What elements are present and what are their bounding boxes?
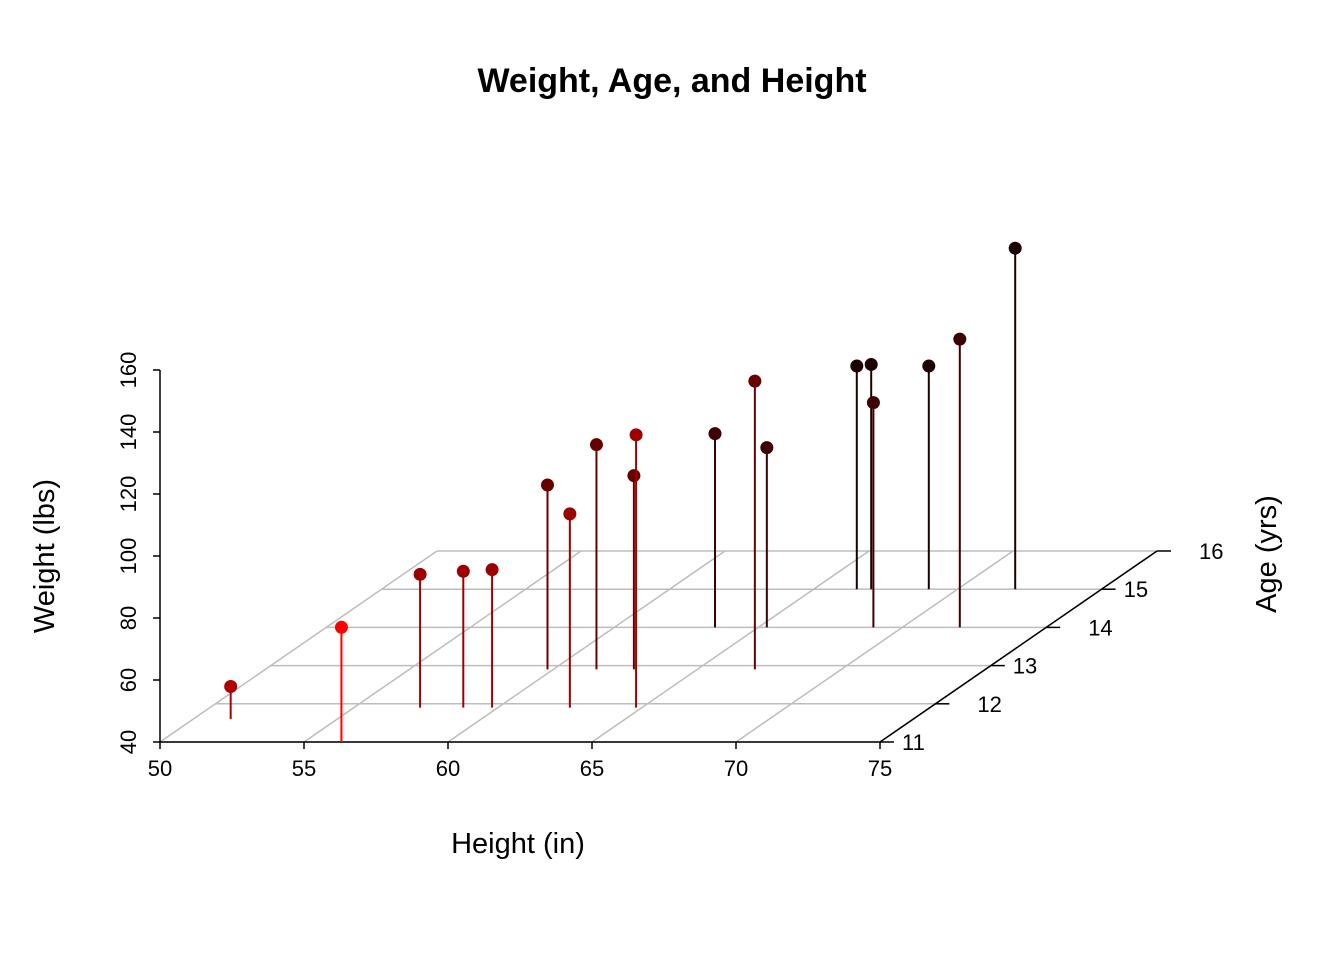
z-tick-label: 80 — [116, 606, 141, 630]
data-point — [413, 567, 427, 581]
y-axis-line — [879, 550, 1158, 743]
data-point — [334, 620, 348, 634]
x-tick-label: 60 — [436, 756, 460, 781]
x-tick-label: 55 — [292, 756, 316, 781]
data-point — [589, 438, 603, 452]
data-point — [708, 427, 722, 441]
data-point — [563, 507, 577, 521]
grid-line-height — [447, 550, 726, 743]
z-tick-label: 160 — [116, 352, 141, 389]
chart-title: Weight, Age, and Height — [477, 62, 866, 100]
z-tick-label: 100 — [116, 538, 141, 575]
data-point — [748, 374, 762, 388]
z-axis-label: Weight (lbs) — [29, 479, 61, 633]
grid-line-height — [591, 550, 870, 743]
data-point — [485, 563, 499, 577]
z-tick-label: 60 — [116, 668, 141, 692]
data-point — [456, 564, 470, 578]
z-tick-label: 140 — [116, 414, 141, 451]
grid-line-height — [159, 550, 438, 743]
data-points — [224, 241, 1022, 742]
y-tick-label: 12 — [977, 692, 1001, 717]
y-tick-label: 16 — [1199, 539, 1223, 564]
data-point — [850, 359, 864, 373]
data-point — [922, 359, 936, 373]
y-axis-label: Age (yrs) — [1251, 495, 1283, 613]
data-point — [864, 357, 878, 371]
x-tick-label: 70 — [724, 756, 748, 781]
y-tick-label: 15 — [1124, 577, 1148, 602]
floor-grid — [159, 550, 1158, 743]
data-point — [627, 469, 641, 483]
x-tick-label: 65 — [580, 756, 604, 781]
data-point — [866, 396, 880, 410]
axes — [153, 369, 1171, 749]
z-tick-label: 40 — [116, 730, 141, 754]
data-point — [760, 441, 774, 455]
data-point — [629, 428, 643, 442]
y-tick-label: 14 — [1088, 615, 1112, 640]
data-point — [224, 680, 238, 694]
grid-line-height — [735, 550, 1014, 743]
data-point — [1008, 241, 1022, 255]
x-tick-label: 50 — [148, 756, 172, 781]
data-point — [541, 478, 554, 492]
x-tick-label: 75 — [868, 756, 892, 781]
grid-line-height — [303, 550, 582, 743]
y-tick-label: 11 — [902, 730, 925, 755]
x-axis-label: Height (in) — [451, 828, 585, 860]
z-tick-label: 120 — [116, 476, 141, 513]
data-point — [953, 332, 967, 346]
tick-labels: 50 55 60 65 70 75 11 12 13 14 15 16 40 60 80 100 120 140 1… — [116, 352, 1223, 781]
y-tick-label: 13 — [1013, 654, 1037, 679]
